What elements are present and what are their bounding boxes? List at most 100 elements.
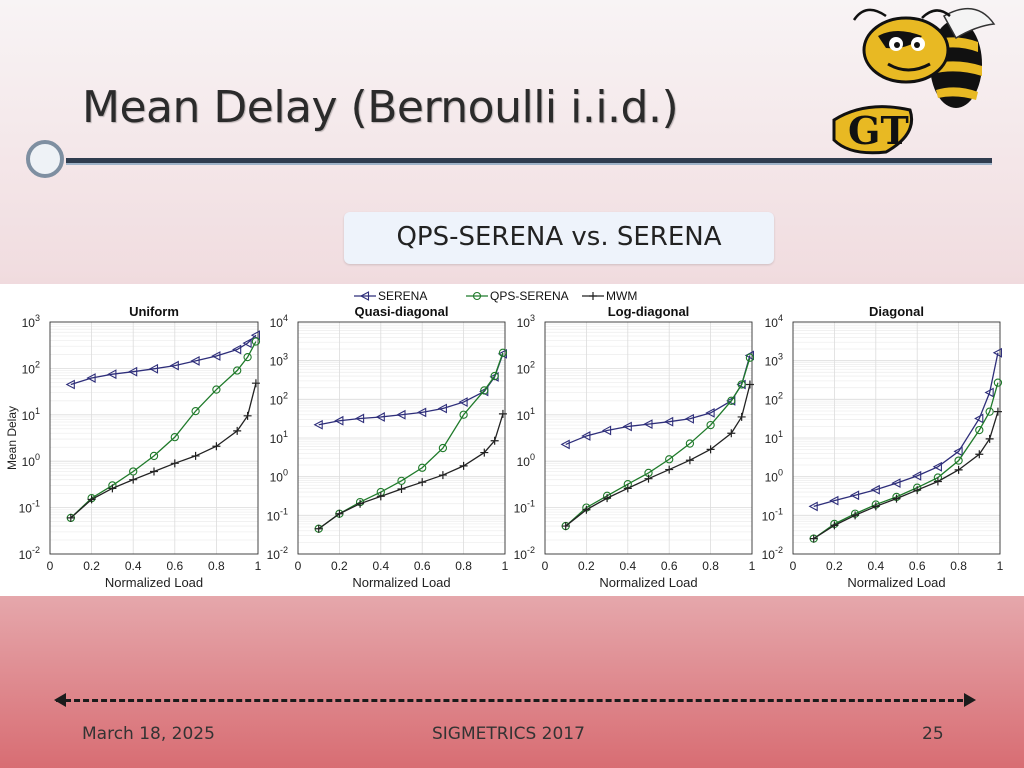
- data-point-mwm: [438, 471, 447, 480]
- logo-head: [862, 16, 950, 84]
- chart-title: Log-diagonal: [608, 304, 690, 319]
- data-point-serena: [232, 344, 242, 355]
- data-point-mwm: [993, 407, 1002, 416]
- data-point-mwm: [582, 505, 591, 514]
- data-point-serena: [849, 490, 860, 501]
- title-underline-highlight: [66, 163, 992, 165]
- footer-arrow-right-icon: [964, 693, 976, 707]
- data-point-serena: [622, 421, 632, 432]
- data-point-mwm: [665, 465, 674, 474]
- legend-marker-circle: [472, 291, 482, 301]
- data-point-mwm: [871, 502, 880, 511]
- chart-title: Quasi-diagonal: [355, 304, 449, 319]
- y-tick-label: 102: [517, 359, 535, 376]
- x-tick-label: 0.6: [166, 559, 183, 573]
- series-line-serena: [813, 352, 999, 508]
- data-point-mwm: [191, 451, 200, 460]
- data-point-mwm: [243, 411, 252, 420]
- data-point-serena: [829, 495, 839, 506]
- data-point-mwm: [66, 513, 75, 522]
- figure-panel: 0 0.2 0.4 0.6 0.8 1 10-2 10-1 100 101 102 103 Unifor…: [0, 284, 1024, 596]
- x-tick-label: 0.6: [414, 559, 431, 573]
- x-tick-label: 1: [997, 559, 1004, 573]
- data-point-mwm: [561, 522, 570, 531]
- y-tick-label: 10-2: [19, 545, 40, 562]
- y-tick-label: 102: [765, 390, 783, 407]
- page-number: 25: [922, 724, 944, 744]
- data-point-qps-serena: [737, 380, 746, 389]
- data-point-mwm: [480, 448, 489, 457]
- data-point-qps-serena: [418, 463, 427, 472]
- data-point-mwm: [603, 494, 612, 503]
- data-point-qps-serena: [212, 385, 221, 394]
- y-tick-label: 10-2: [514, 545, 535, 562]
- data-point-mwm: [459, 461, 468, 470]
- footer-arrow-left-icon: [54, 693, 66, 707]
- data-point-serena: [65, 379, 75, 390]
- data-point-qps-serena: [498, 348, 508, 357]
- data-point-serena: [242, 338, 252, 349]
- x-tick-label: 0.4: [372, 559, 389, 573]
- data-point-qps-serena: [745, 353, 755, 362]
- data-point-serena: [984, 387, 994, 398]
- data-point-mwm: [685, 456, 694, 465]
- data-point-mwm: [170, 459, 179, 468]
- data-point-serena: [128, 366, 138, 377]
- x-tick-label: 1: [255, 559, 262, 573]
- y-tick-label: 10-2: [267, 545, 288, 562]
- x-tick-label: 0.2: [83, 559, 100, 573]
- y-tick-label: 104: [765, 313, 783, 330]
- y-tick-label: 10-1: [762, 506, 783, 523]
- data-point-serena: [601, 425, 612, 436]
- data-point-qps-serena: [975, 425, 984, 435]
- y-tick-label: 100: [765, 468, 783, 485]
- data-point-mwm: [212, 442, 221, 451]
- data-point-serena: [581, 431, 591, 441]
- data-point-qps-serena: [727, 396, 736, 405]
- data-point-serena: [334, 415, 344, 426]
- x-axis-label: Normalized Load: [352, 575, 450, 590]
- series-line-mwm: [813, 411, 999, 540]
- x-tick-label: 0.8: [950, 559, 967, 573]
- data-point-serena: [375, 412, 385, 422]
- data-point-mwm: [251, 379, 260, 388]
- data-point-serena: [953, 446, 963, 457]
- x-tick-label: 0.6: [661, 559, 678, 573]
- logo-wing: [942, 7, 996, 40]
- data-point-mwm: [706, 445, 715, 454]
- data-point-mwm: [418, 478, 427, 487]
- data-point-serena: [417, 407, 427, 418]
- series-line-mwm: [70, 383, 257, 519]
- data-point-mwm: [892, 494, 901, 503]
- data-point-qps-serena: [129, 467, 138, 476]
- data-point-serena: [313, 419, 323, 430]
- subtitle-box: QPS-SERENA vs. SERENA: [344, 212, 774, 264]
- data-point-mwm: [644, 474, 653, 483]
- x-axis-label: Normalized Load: [847, 575, 945, 590]
- data-point-serena: [437, 403, 447, 414]
- data-point-mwm: [376, 492, 385, 501]
- series-line-qps-serena: [565, 357, 751, 527]
- data-point-mwm: [356, 499, 365, 508]
- x-tick-label: 0.8: [208, 559, 225, 573]
- data-point-qps-serena: [397, 476, 406, 485]
- series-line-serena: [70, 334, 257, 386]
- data-point-mwm: [129, 475, 138, 484]
- x-tick-label: 0.8: [455, 559, 472, 573]
- x-axis-label: Normalized Load: [105, 575, 203, 590]
- plot-frame: [544, 321, 753, 555]
- data-point-qps-serena: [665, 455, 674, 464]
- data-point-serena: [744, 350, 754, 361]
- data-point-serena: [705, 407, 715, 418]
- data-point-mwm: [851, 511, 860, 520]
- data-point-serena: [396, 409, 406, 420]
- logo-gt-shield: [832, 105, 913, 155]
- subtitle-text: QPS-SERENA vs. SERENA: [396, 222, 722, 252]
- x-tick-label: 0.2: [578, 559, 595, 573]
- data-point-qps-serena: [993, 378, 1003, 387]
- y-tick-label: 10-1: [514, 499, 535, 516]
- y-tick-label: 101: [517, 406, 535, 423]
- plot-frame: [49, 321, 259, 555]
- y-tick-label: 10-2: [762, 545, 783, 562]
- data-point-serena: [560, 439, 570, 450]
